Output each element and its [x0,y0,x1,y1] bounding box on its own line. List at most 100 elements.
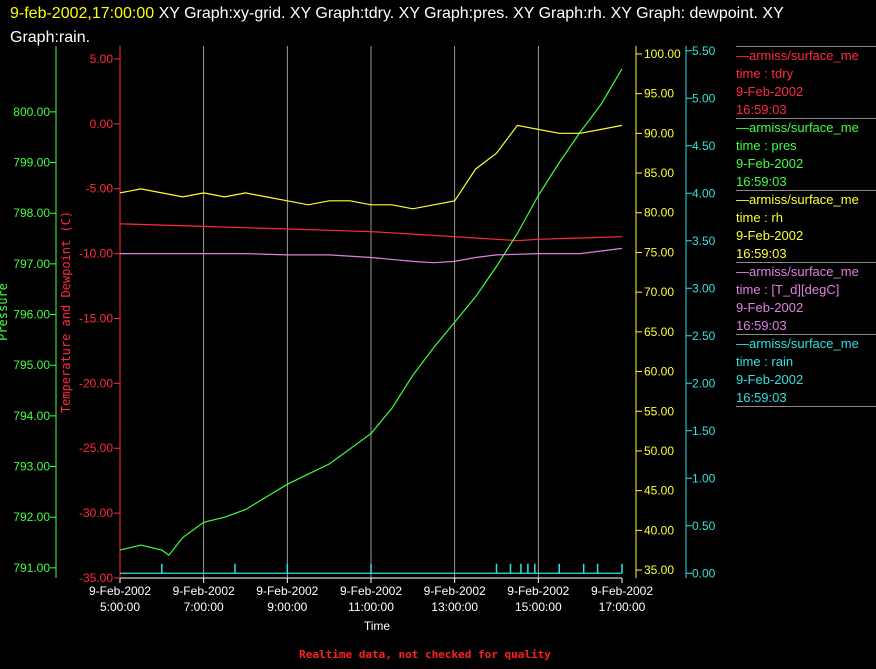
temperature-tick-label: -10.00 [79,247,113,261]
x-axis-label: Time [364,619,391,633]
temperature-tick-label: -5.00 [86,182,114,196]
axes-layer [50,46,692,583]
x-tick-label: 17:00:00 [599,600,646,614]
x-tick-label: 5:00:00 [100,600,140,614]
pressure-tick-label: 795.00 [13,358,50,372]
temperature-tick-label: -15.00 [79,311,113,325]
pressure-tick-label: 796.00 [13,308,50,322]
legend-divider [736,406,876,407]
legend-label: time : [T_d][degC] [736,282,840,297]
temperature-tick-label: 5.00 [90,52,114,66]
pressure-axis-title: Pressure [0,283,10,341]
rain-tick-label: 4.50 [692,139,716,153]
legend-source: —armiss/surface_me [736,120,859,135]
x-tick-label: 11:00:00 [348,600,394,614]
rain-tick-label: 3.50 [692,234,716,248]
temperature-tick-label: 0.00 [90,117,114,131]
header-graph-list: XY Graph:xy-grid. XY Graph:tdry. XY Grap… [10,5,784,46]
legend-source: —armiss/surface_me [736,48,859,63]
legend-label: time : rain [736,354,794,369]
rh-tick-label: 95.00 [644,87,674,101]
label-layer: 9-Feb-2002 5:00:00 9-Feb-2002 7:00:00 9-Feb-… [0,44,716,633]
pressure-tick-label: 794.00 [13,409,50,423]
rh-tick-label: 65.00 [644,325,674,339]
x-tick-label: 9-Feb-2002 [591,584,653,598]
legend-label: time : tdry [736,66,794,81]
legend-date: 9-Feb-2002 [736,372,804,387]
rain-tick-label: 2.00 [692,376,716,390]
legend-source: —armiss/surface_me [736,336,859,351]
legend-label: time : pres [736,138,797,153]
temperature-tick-label: -25.00 [79,441,113,455]
legend-entry-T_d: —armiss/surface_me time : [T_d][degC] 9-Fe… [736,262,876,334]
legend-date: 9-Feb-2002 [736,84,804,99]
x-tick-label: 13:00:00 [431,600,478,614]
pressure-tick-label: 791.00 [13,561,50,575]
legend-time: 16:59:03 [736,390,787,405]
rain-tick-label: 0.00 [692,566,716,580]
x-tick-label: 15:00:00 [515,600,562,614]
rh-tick-label: 90.00 [644,126,674,140]
legend: —armiss/surface_me time : tdry 9-Feb-2002 1… [736,46,876,407]
rh-tick-label: 40.00 [644,523,674,537]
legend-date: 9-Feb-2002 [736,156,804,171]
pressure-tick-label: 792.00 [13,510,50,524]
rain-tick-label: 5.50 [692,44,716,58]
temperature-tick-label: -20.00 [79,376,113,390]
x-tick-label: 7:00:00 [184,600,224,614]
pressure-tick-label: 798.00 [13,206,50,220]
header-timestamp: 9-feb-2002,17:00:00 [10,5,155,22]
series-layer [119,68,623,574]
legend-time: 16:59:03 [736,102,787,117]
rain-tick-label: 1.00 [692,471,716,485]
rh-tick-label: 80.00 [644,206,674,220]
x-tick-label: 9-Feb-2002 [507,584,569,598]
grid-layer [203,46,539,578]
rain-tick-label: 2.50 [692,329,716,343]
legend-source: —armiss/surface_me [736,264,859,279]
rh-tick-label: 75.00 [644,245,674,259]
pressure-tick-label: 797.00 [13,257,50,271]
T_d-line [120,247,623,264]
rh-tick-label: 50.00 [644,444,674,458]
rain-tick-label: 3.00 [692,281,716,295]
legend-source: —armiss/surface_me [736,192,859,207]
legend-time: 16:59:03 [736,246,787,261]
rh-tick-label: 100.00 [644,47,681,61]
rain-tick-label: 1.50 [692,424,716,438]
pressure-tick-label: 799.00 [13,156,50,170]
rain-tick-label: 0.50 [692,519,716,533]
x-tick-label: 9-Feb-2002 [173,584,235,598]
rh-tick-label: 85.00 [644,166,674,180]
tdry-line [119,223,623,242]
rh-tick-label: 45.00 [644,484,674,498]
legend-time: 16:59:03 [736,174,787,189]
rain-tick-label: 4.00 [692,186,716,200]
legend-label: time : rh [736,210,783,225]
rh-tick-label: 35.00 [644,563,674,577]
rh-tick-label: 70.00 [644,285,674,299]
pressure-tick-label: 793.00 [13,460,50,474]
x-tick-label: 9-Feb-2002 [340,584,402,598]
temperature-tick-label: -35.00 [79,571,113,585]
quality-notice: Realtime data, not checked for quality [299,648,551,661]
x-tick-label: 9-Feb-2002 [89,584,151,598]
pressure-tick-label: 800.00 [13,105,50,119]
pres-line [119,68,623,557]
chart-header: 9-feb-2002,17:00:00 XY Graph:xy-grid. XY… [10,2,860,50]
x-tick-label: 9:00:00 [267,600,307,614]
rain-tick-label: 5.00 [692,91,716,105]
rh-tick-label: 55.00 [644,404,674,418]
rh-tick-label: 60.00 [644,365,674,379]
temperature-axis-title: Temperature and Dewpoint (C) [59,211,73,413]
temperature-tick-label: -30.00 [79,506,113,520]
legend-time: 16:59:03 [736,318,787,333]
legend-date: 9-Feb-2002 [736,228,804,243]
rh-line [119,124,623,210]
x-tick-label: 9-Feb-2002 [256,584,318,598]
